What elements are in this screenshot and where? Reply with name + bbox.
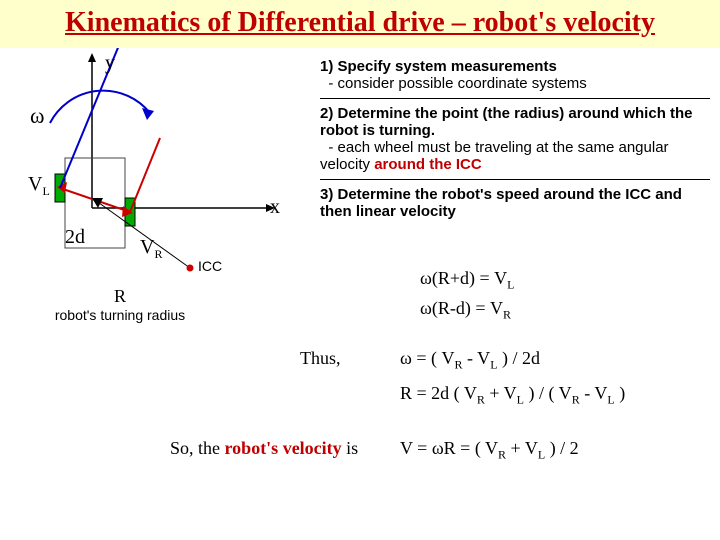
- eq-v: V = ωR = ( VR + VL ) / 2: [400, 438, 579, 463]
- icc-label: ICC: [198, 258, 222, 274]
- y-axis-label: y: [105, 52, 115, 75]
- vr-label: VR: [140, 236, 162, 262]
- eq-vr: ω(R-d) = VR: [420, 298, 511, 323]
- thus-label: Thus,: [300, 348, 341, 369]
- vl-label: VL: [28, 173, 50, 199]
- rule-2: [320, 179, 710, 180]
- kinematics-diagram: y x ω VL VR 2d ICC R robot's turning rad…: [10, 48, 310, 348]
- step-1: 1) Specify system measurements - conside…: [320, 58, 710, 92]
- eq-omega: ω = ( VR - VL ) / 2d: [400, 348, 540, 373]
- title-bar: Kinematics of Differential drive – robot…: [0, 0, 720, 48]
- steps-column: 1) Specify system measurements - conside…: [320, 58, 710, 226]
- eq-vl: ω(R+d) = VL: [420, 268, 515, 293]
- step-3: 3) Determine the robot's speed around th…: [320, 186, 710, 220]
- x-axis-label: x: [270, 196, 280, 219]
- omega-label: ω: [30, 103, 44, 129]
- so-line: So, the robot's velocity is: [170, 438, 358, 459]
- r-caption: R robot's turning radius: [20, 286, 220, 323]
- page-title: Kinematics of Differential drive – robot…: [0, 6, 720, 40]
- eq-r: R = 2d ( VR + VL ) / ( VR - VL ): [400, 383, 625, 408]
- step-2: 2) Determine the point (the radius) arou…: [320, 105, 710, 173]
- twod-label: 2d: [65, 226, 85, 249]
- rule-1: [320, 98, 710, 99]
